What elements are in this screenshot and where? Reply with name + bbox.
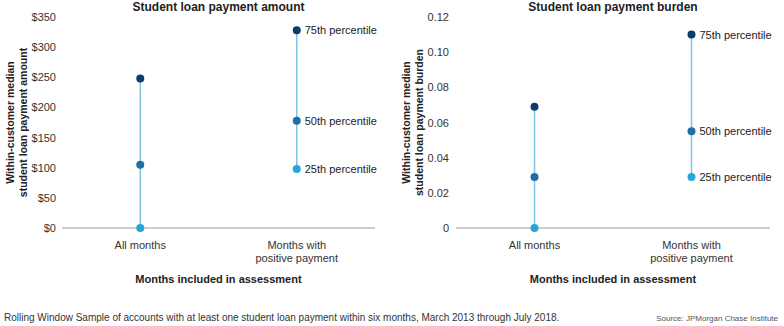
dot bbox=[531, 103, 539, 111]
dot bbox=[293, 26, 301, 34]
x-tick-label: Months withpositive payment bbox=[650, 239, 733, 264]
y-tick-label: $250 bbox=[32, 71, 56, 83]
range-line bbox=[534, 107, 536, 228]
y-tick bbox=[451, 17, 453, 18]
y-tick bbox=[58, 47, 60, 48]
x-axis-line bbox=[62, 228, 375, 229]
chart-title: Student loan payment amount bbox=[132, 0, 304, 14]
y-tick-label: $300 bbox=[32, 41, 56, 53]
y-tick bbox=[58, 107, 60, 108]
y-tick-label: $0 bbox=[44, 222, 56, 234]
chart-title: Student loan payment burden bbox=[528, 0, 697, 14]
y-tick bbox=[58, 228, 60, 229]
y-tick bbox=[451, 122, 453, 123]
y-tick-label: 0.04 bbox=[428, 152, 449, 164]
dot bbox=[688, 31, 696, 39]
y-tick-label: 0.06 bbox=[428, 117, 449, 129]
y-tick-label: $150 bbox=[32, 132, 56, 144]
y-tick bbox=[58, 137, 60, 138]
x-tick-label: All months bbox=[115, 239, 167, 251]
y-tick bbox=[451, 228, 453, 229]
y-tick bbox=[58, 197, 60, 198]
series-label: 25th percentile bbox=[305, 163, 377, 175]
x-axis-label: Months included in assessment bbox=[135, 273, 302, 285]
y-axis-label: Within-customer medianstudent loan payme… bbox=[400, 49, 425, 196]
y-axis-label: Within-customer medianstudent loan payme… bbox=[4, 47, 29, 197]
y-tick bbox=[451, 192, 453, 193]
x-tick-label: All months bbox=[509, 239, 561, 251]
y-tick-label: $350 bbox=[32, 11, 56, 23]
dot bbox=[136, 224, 144, 232]
series-label: 50th percentile bbox=[305, 115, 377, 127]
y-tick-label: $100 bbox=[32, 162, 56, 174]
y-tick-label: 0.02 bbox=[428, 187, 449, 199]
dot bbox=[293, 165, 301, 173]
chart-canvas: Student loan payment amount Within-custom… bbox=[0, 0, 784, 326]
y-tick-label: 0.08 bbox=[428, 81, 449, 93]
series-label: 75th percentile bbox=[305, 24, 377, 36]
y-tick bbox=[451, 52, 453, 53]
y-tick-label: $200 bbox=[32, 101, 56, 113]
dot bbox=[688, 127, 696, 135]
dot bbox=[136, 161, 144, 169]
range-line bbox=[296, 30, 298, 169]
y-tick bbox=[451, 157, 453, 158]
dot bbox=[688, 173, 696, 181]
plot-area bbox=[136, 26, 301, 232]
plot-area bbox=[531, 31, 696, 232]
y-tick bbox=[58, 77, 60, 78]
footnote: Rolling Window Sample of accounts with a… bbox=[4, 312, 559, 323]
y-tick-label: 0 bbox=[443, 222, 449, 234]
y-tick-label: $50 bbox=[38, 192, 56, 204]
dot bbox=[293, 117, 301, 125]
dot bbox=[136, 74, 144, 82]
source: Source: JPMorgan Chase Institute bbox=[656, 314, 778, 323]
x-axis-label: Months included in assessment bbox=[530, 273, 697, 285]
y-tick-label: 0.10 bbox=[428, 46, 449, 58]
y-tick bbox=[58, 17, 60, 18]
dot bbox=[531, 173, 539, 181]
series-label: 25th percentile bbox=[700, 171, 772, 183]
y-tick-label: 0.12 bbox=[428, 11, 449, 23]
y-tick bbox=[58, 167, 60, 168]
y-tick bbox=[451, 87, 453, 88]
dot bbox=[531, 224, 539, 232]
x-axis-line bbox=[456, 228, 770, 229]
range-line bbox=[691, 35, 693, 177]
range-line bbox=[140, 78, 142, 228]
series-label: 75th percentile bbox=[700, 29, 772, 41]
series-label: 50th percentile bbox=[700, 125, 772, 137]
x-tick-label: Months withpositive payment bbox=[255, 239, 338, 264]
